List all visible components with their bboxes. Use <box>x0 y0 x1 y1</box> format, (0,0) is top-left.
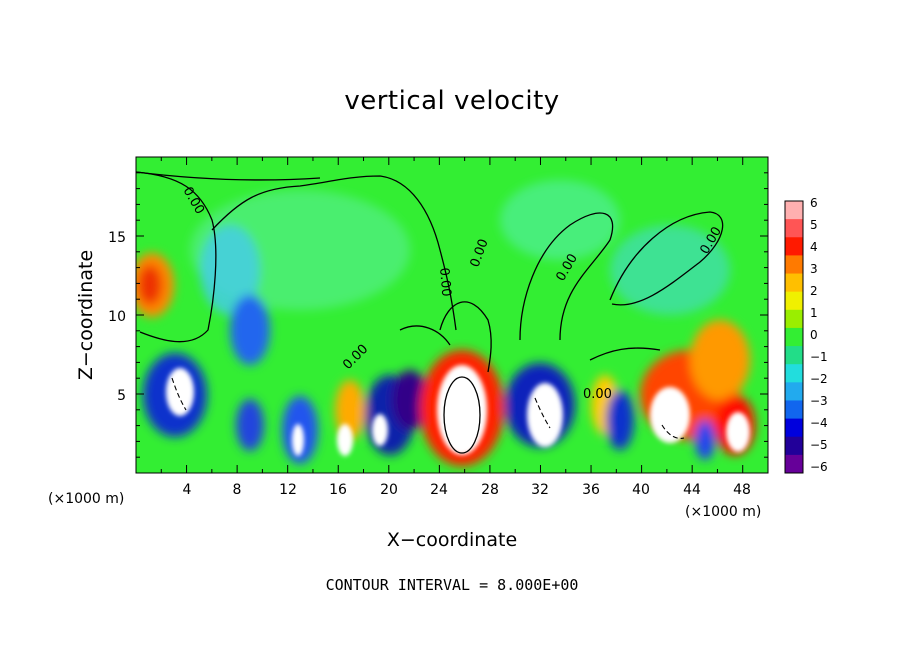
x-unit-label-right: (×1000 m) <box>685 504 761 520</box>
x-tick-label-48: 48 <box>733 482 751 498</box>
x-unit-label-left: (×1000 m) <box>48 491 124 507</box>
x-tick-label-24: 24 <box>430 482 448 498</box>
colorbar-label-4: 4 <box>810 240 818 254</box>
y-tick-labels: 5 10 15 <box>108 230 126 404</box>
colorbar-swatch <box>785 436 803 456</box>
y-axis-title: Z−coordinate <box>75 250 97 380</box>
colorbar-frame <box>784 200 804 474</box>
colorbar-swatch <box>785 273 803 293</box>
colorbar-swatch <box>785 418 803 438</box>
x-axis-title: X−coordinate <box>387 529 517 551</box>
y-tick-label-10: 10 <box>108 309 126 325</box>
colorbar-label-5: 5 <box>810 218 818 232</box>
colorbar-swatch <box>785 400 803 420</box>
colorbar-swatch <box>785 237 803 256</box>
axis-ticks <box>135 157 769 473</box>
contour-label: 0.00 <box>583 387 612 402</box>
colorbar-swatch <box>785 219 803 238</box>
x-tick-label-12: 12 <box>279 482 297 498</box>
x-tick-label-8: 8 <box>233 482 242 498</box>
colorbar-label-neg2: −2 <box>810 372 828 386</box>
colorbar-swatch <box>785 291 803 311</box>
colorbar-label-2: 2 <box>810 284 818 298</box>
colorbar-label-0: 0 <box>810 328 818 342</box>
contour-interval-footer: CONTOUR INTERVAL = 8.000E+00 <box>325 576 579 594</box>
x-tick-label-20: 20 <box>380 482 398 498</box>
colorbar-swatch <box>785 454 803 474</box>
x-tick-label-16: 16 <box>329 482 347 498</box>
y-tick-label-5: 5 <box>117 388 126 404</box>
colorbar-swatch <box>785 382 803 401</box>
zero-contours <box>136 171 724 454</box>
heatmap-field <box>136 157 768 473</box>
x-tick-label-28: 28 <box>481 482 499 498</box>
colorbar-labels: 6 5 4 3 2 1 0 −1 −2 −3 −4 −5 −6 <box>810 196 828 474</box>
colorbar-swatch <box>785 201 803 220</box>
x-tick-labels: 4 8 12 16 20 24 28 32 36 40 44 48 <box>183 482 751 498</box>
x-tick-label-36: 36 <box>582 482 600 498</box>
colorbar-swatch <box>785 346 803 365</box>
colorbar-label-neg6: −6 <box>810 460 828 474</box>
colorbar-swatch <box>785 255 803 275</box>
colorbar-label-3: 3 <box>810 262 818 276</box>
y-tick-label-15: 15 <box>108 230 126 246</box>
colorbar-swatch <box>785 309 803 329</box>
colorbar-label-neg4: −4 <box>810 416 828 430</box>
colorbar <box>784 200 804 474</box>
colorbar-label-neg5: −5 <box>810 438 828 452</box>
chart-title: vertical velocity <box>344 86 560 116</box>
contour-label: 0.00 <box>436 267 453 297</box>
x-tick-label-4: 4 <box>183 482 192 498</box>
colorbar-swatch <box>785 327 803 347</box>
x-tick-label-32: 32 <box>531 482 549 498</box>
colorbar-label-neg1: −1 <box>810 350 828 364</box>
colorbar-swatch <box>785 364 803 383</box>
colorbar-label-1: 1 <box>810 306 818 320</box>
x-tick-label-44: 44 <box>683 482 701 498</box>
colorbar-label-neg3: −3 <box>810 394 828 408</box>
x-tick-label-40: 40 <box>632 482 650 498</box>
colorbar-label-6: 6 <box>810 196 818 210</box>
